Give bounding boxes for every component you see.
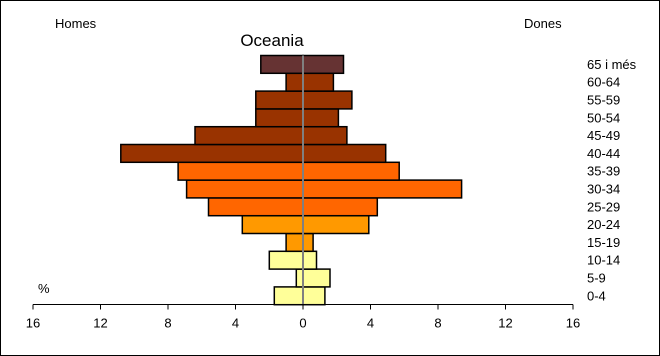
age-group-label: 30-34	[587, 182, 620, 197]
bar-homes	[260, 54, 304, 75]
age-group-label: 60-64	[587, 75, 620, 90]
right-side-label: Dones	[524, 16, 562, 31]
age-group-label: 20-24	[587, 217, 620, 232]
x-tick-label: 12	[93, 316, 107, 331]
bar-dones	[302, 268, 331, 288]
bar-dones	[302, 54, 345, 75]
bar-dones	[302, 179, 463, 199]
x-tick-label: 16	[566, 316, 580, 331]
x-tick-label: 12	[498, 316, 512, 331]
age-group-label: 50-54	[587, 110, 620, 125]
bar-homes	[255, 90, 304, 110]
bar-dones	[302, 161, 400, 181]
left-side-label: Homes	[55, 16, 97, 31]
bar-homes	[120, 143, 304, 164]
age-group-label: 45-49	[587, 128, 620, 143]
bar-homes	[185, 179, 304, 199]
age-group-label: 15-19	[587, 235, 620, 250]
bar-dones	[302, 286, 326, 306]
bar-homes	[273, 286, 304, 306]
age-group-label: 25-29	[587, 199, 620, 214]
unit-label: %	[38, 281, 50, 296]
bar-dones	[302, 197, 379, 217]
bar-dones	[302, 108, 340, 128]
bar-homes	[285, 232, 304, 253]
age-group-label: 0-4	[587, 288, 606, 303]
age-group-label: 5-9	[587, 271, 606, 286]
age-group-label: 10-14	[587, 253, 620, 268]
bar-dones	[302, 250, 318, 270]
bar-homes	[194, 125, 304, 146]
chart-title: Oceania	[240, 31, 304, 50]
age-group-label: 55-59	[587, 93, 620, 108]
age-labels-layer: 0-4 5-9 10-14 15-19 20-24 25-29 30-34 35-39 40-4…	[587, 57, 637, 303]
bar-dones	[302, 90, 353, 110]
x-ticks-layer: 16 12 8 4 0 4 8 12 16	[26, 304, 580, 331]
x-tick-label: 0	[299, 316, 306, 331]
bar-dones	[302, 232, 314, 253]
bar-dones	[302, 143, 387, 164]
age-group-label: 35-39	[587, 164, 620, 179]
x-tick-label: 8	[434, 316, 441, 331]
x-tick-label: 8	[164, 316, 171, 331]
age-group-label: 65 i més	[587, 57, 637, 72]
bar-dones	[302, 125, 348, 146]
x-tick-label: 4	[232, 316, 239, 331]
bar-homes	[207, 197, 304, 217]
bar-homes	[241, 214, 304, 235]
bar-homes	[177, 161, 304, 181]
x-tick-label: 16	[26, 316, 40, 331]
bar-homes	[285, 72, 304, 92]
bar-dones	[302, 214, 370, 235]
bars-layer	[120, 54, 463, 306]
x-tick-label: 4	[367, 316, 374, 331]
age-group-label: 40-44	[587, 146, 620, 161]
bar-dones	[302, 72, 335, 92]
bar-homes	[255, 108, 304, 128]
bar-homes	[268, 250, 304, 270]
